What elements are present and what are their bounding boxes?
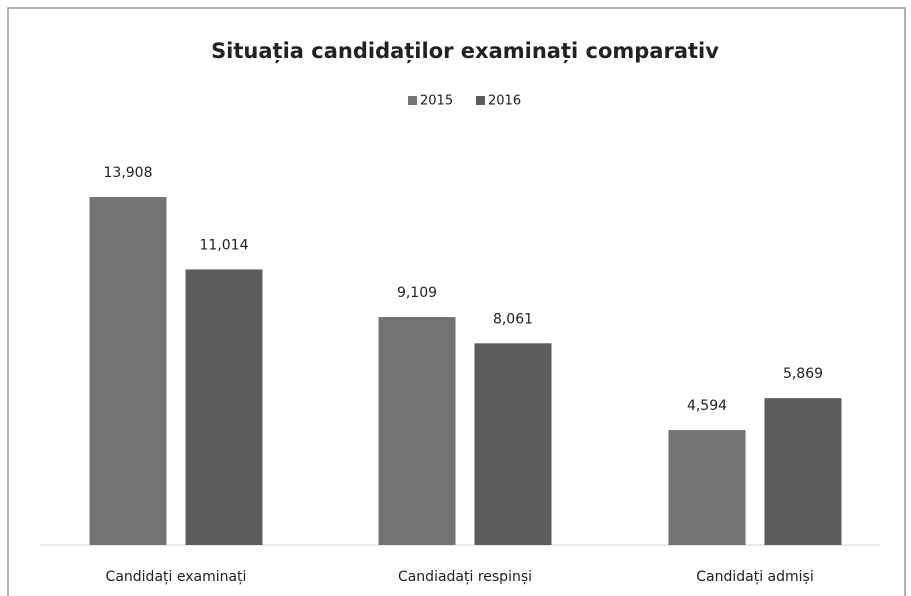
data-label: 5,869 <box>783 366 823 382</box>
x-tick-label: Candidați examinați <box>106 569 247 585</box>
legend-label: 2015 <box>420 94 453 109</box>
bar <box>764 398 842 545</box>
legend-swatch <box>476 96 485 105</box>
data-label: 13,908 <box>104 165 153 181</box>
bar <box>378 317 456 545</box>
bar <box>185 269 263 545</box>
x-tick-label: Candidați admiși <box>696 569 813 585</box>
data-label: 9,109 <box>397 285 437 301</box>
x-tick-label: Candiadați respinși <box>398 569 532 585</box>
bar <box>668 430 746 545</box>
bar <box>474 343 552 545</box>
bar <box>89 197 167 545</box>
legend-swatch <box>408 96 417 105</box>
chart-title: Situația candidaților examinați comparat… <box>211 39 719 64</box>
legend-label: 2016 <box>488 94 521 109</box>
data-label: 4,594 <box>687 398 727 414</box>
data-label: 11,014 <box>200 237 249 253</box>
data-label: 8,061 <box>493 311 533 327</box>
